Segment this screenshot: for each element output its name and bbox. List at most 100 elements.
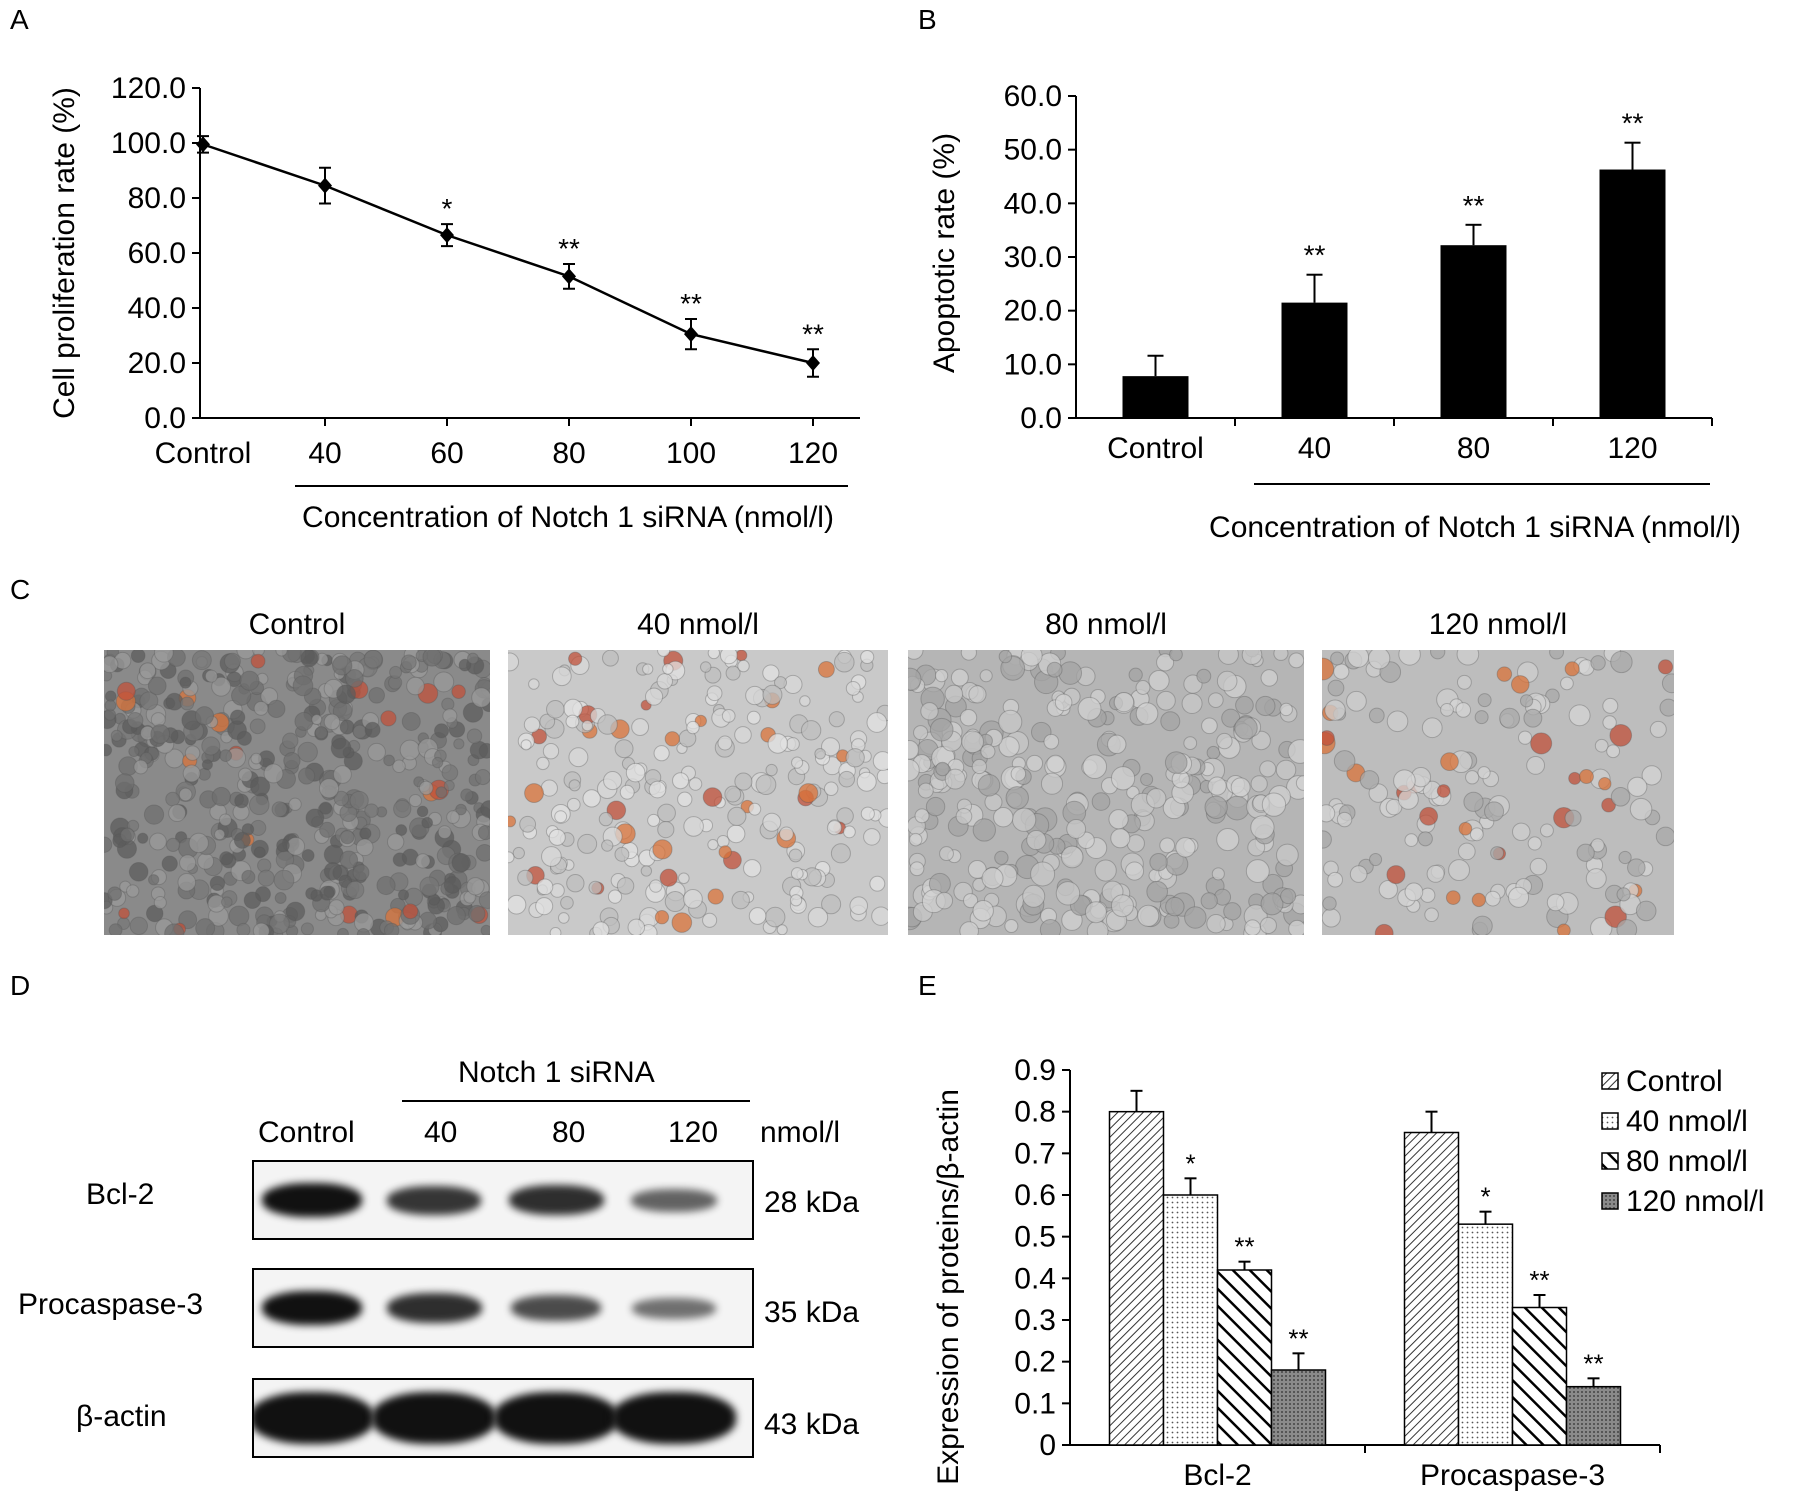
cell [1140, 773, 1154, 787]
cell [1260, 669, 1279, 687]
cell [1386, 865, 1406, 885]
cell [1616, 919, 1638, 935]
cell [657, 650, 671, 657]
protein-expression-bar-chart: 00.10.20.30.40.50.60.70.80.9*****Bcl-2**… [932, 1054, 1764, 1492]
cell [1287, 739, 1304, 764]
cell [826, 820, 843, 836]
cell [998, 736, 1020, 758]
cell [104, 655, 119, 674]
cell [1230, 777, 1251, 798]
cell [339, 850, 359, 869]
cell [1512, 822, 1531, 842]
cell [541, 846, 562, 867]
cell [380, 710, 397, 727]
legend-label: 120 nmol/l [1626, 1185, 1764, 1218]
cell [955, 807, 973, 825]
y-tick-label: 100.0 [111, 127, 186, 160]
cell [143, 804, 165, 825]
cell [441, 697, 455, 711]
cell [520, 739, 532, 751]
cell [748, 907, 767, 925]
cell [332, 655, 353, 676]
cell [1110, 766, 1136, 791]
cell [523, 716, 541, 733]
cell [441, 764, 459, 782]
cell [1324, 699, 1346, 721]
cell [1496, 666, 1513, 682]
blot-strip-bcl2 [252, 1160, 754, 1240]
cell [971, 758, 987, 775]
cell [236, 922, 251, 935]
cell [998, 650, 1013, 664]
cell [392, 759, 406, 774]
cell [582, 789, 601, 808]
bar [1511, 1306, 1568, 1446]
cell [1005, 786, 1029, 810]
cell [474, 769, 490, 786]
cell [619, 784, 635, 800]
cell [677, 872, 690, 885]
cell [1322, 657, 1335, 681]
cell [1273, 650, 1289, 661]
cell [560, 895, 574, 910]
cell [614, 846, 630, 862]
cell [345, 880, 365, 900]
cell [1164, 751, 1188, 774]
cell [512, 846, 525, 860]
cell [1616, 887, 1631, 902]
cell [1527, 836, 1542, 851]
cell [1010, 766, 1027, 782]
cell [944, 684, 964, 704]
cell [631, 718, 650, 736]
cell [263, 763, 284, 784]
x-tick-label: 40 [1298, 432, 1331, 465]
cell [554, 810, 568, 824]
cell [107, 886, 122, 901]
bar [1457, 1223, 1514, 1446]
cell [725, 665, 741, 681]
panel-e-letter: E [918, 970, 937, 1001]
cell [1594, 738, 1609, 753]
cell [1385, 798, 1403, 816]
legend-swatch [1601, 1192, 1619, 1210]
cell [1058, 661, 1083, 685]
cell [431, 756, 444, 769]
cell [677, 791, 693, 807]
cell [603, 771, 623, 791]
significance-mark: ** [680, 288, 702, 319]
cell [1469, 827, 1484, 842]
cell [1440, 702, 1454, 717]
cell [1216, 732, 1233, 750]
cell [702, 787, 723, 807]
cell [568, 779, 581, 792]
x-tick-label: Bcl-2 [1183, 1459, 1251, 1492]
blot-row-label-procaspase3: Procaspase-3 [18, 1288, 204, 1321]
cell [528, 678, 540, 690]
cell [817, 660, 835, 678]
micrograph-title-40: 40 nmol/l [637, 608, 759, 641]
cell [1346, 690, 1367, 712]
cell [1419, 806, 1439, 826]
cell [1322, 730, 1335, 746]
cell [219, 851, 234, 866]
cell [294, 711, 314, 731]
legend-label: 40 nmol/l [1626, 1105, 1748, 1138]
y-tick-label: 0.7 [1014, 1137, 1056, 1170]
cell [1519, 694, 1534, 708]
cell [1082, 754, 1108, 779]
y-tick-label: 120.0 [111, 72, 186, 105]
cell [1091, 792, 1111, 811]
cell [726, 824, 746, 844]
cell [376, 875, 396, 896]
cell [1183, 736, 1198, 751]
cell [1523, 708, 1543, 728]
cell [153, 896, 167, 910]
cell [1184, 906, 1207, 929]
cell [194, 706, 215, 726]
legend-swatch [1601, 1152, 1619, 1170]
cell [437, 825, 452, 839]
cell [664, 731, 681, 747]
cell [606, 800, 627, 821]
cell [799, 695, 811, 707]
cell [1404, 833, 1419, 847]
